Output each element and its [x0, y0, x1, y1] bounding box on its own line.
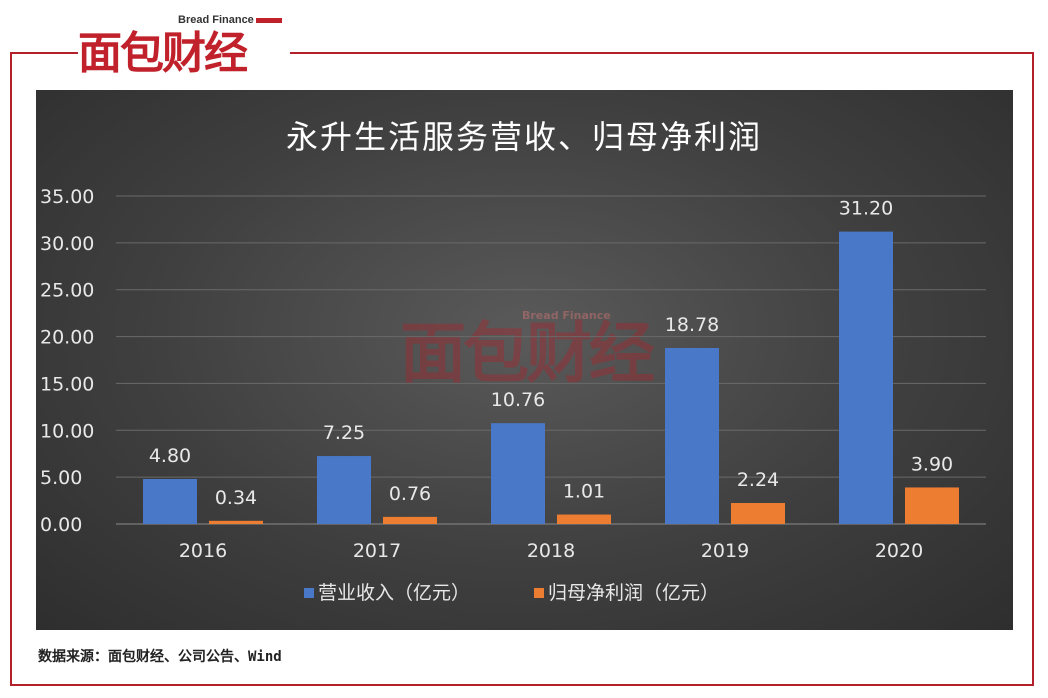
x-tick-label: 2020 — [875, 540, 923, 562]
net-profit-bar — [557, 514, 611, 524]
frame-left-line — [10, 52, 12, 686]
brand-bar — [256, 18, 282, 23]
revenue-value-label: 18.78 — [665, 314, 719, 336]
x-tick-label: 2017 — [353, 540, 401, 562]
revenue-value-label: 31.20 — [839, 198, 893, 220]
legend-swatch — [534, 588, 544, 598]
x-tick-label: 2019 — [701, 540, 749, 562]
net-profit-value-label: 3.90 — [911, 453, 953, 475]
legend-item-net-profit: 归母净利润（亿元） — [534, 582, 719, 604]
revenue-value-label: 10.76 — [491, 389, 545, 411]
y-tick-label: 35.00 — [40, 186, 94, 208]
net-profit-bar — [905, 487, 959, 524]
frame-bottom-line — [10, 684, 1034, 686]
y-tick-label: 0.00 — [40, 514, 82, 536]
revenue-bar — [491, 423, 545, 524]
net-profit-value-label: 0.76 — [389, 483, 431, 505]
revenue-value-label: 4.80 — [149, 445, 191, 467]
legend-swatch — [304, 588, 314, 598]
y-tick-label: 25.00 — [40, 280, 94, 302]
y-tick-label: 20.00 — [40, 327, 94, 349]
x-axis-ticks: 2016 2017 2018 2019 2020 — [179, 540, 923, 562]
x-tick-label: 2018 — [527, 540, 575, 562]
revenue-bar — [317, 456, 371, 524]
net-profit-value-label: 2.24 — [737, 469, 779, 491]
revenue-bar — [665, 348, 719, 524]
brand-chinese: 面包财经 — [78, 28, 248, 79]
watermark-chinese: 面包财经 — [400, 315, 655, 392]
watermark-english: Bread Finance — [522, 309, 611, 322]
net-profit-value-label: 0.34 — [215, 487, 257, 509]
net-profit-bar — [731, 503, 785, 524]
net-profit-bar — [383, 516, 437, 524]
legend-label: 营业收入（亿元） — [318, 582, 470, 604]
frame-right-line — [1032, 52, 1034, 686]
y-tick-label: 15.00 — [40, 373, 94, 395]
bars — [143, 231, 959, 524]
chart-panel: Bread Finance 面包财经 永升生活服务营收、归母净利润 0.00 5.… — [36, 90, 1013, 630]
brand-english: Bread Finance — [178, 14, 254, 26]
brand-logo: Bread Finance 面包财经 — [78, 14, 288, 84]
frame-top-left-line — [10, 52, 78, 54]
data-labels: 4.80 0.34 7.25 0.76 10.76 1.01 18.78 2.24 31.20 3… — [149, 198, 953, 509]
watermark: Bread Finance 面包财经 — [400, 309, 658, 392]
y-tick-label: 30.00 — [40, 233, 94, 255]
revenue-bar — [839, 231, 893, 524]
legend: 营业收入（亿元） 归母净利润（亿元） — [304, 582, 719, 604]
revenue-bar — [143, 479, 197, 524]
legend-item-revenue: 营业收入（亿元） — [304, 582, 470, 604]
frame-top-right-line — [290, 52, 1034, 54]
source-note: 数据来源：面包财经、公司公告、Wind — [38, 649, 282, 665]
net-profit-value-label: 1.01 — [563, 481, 605, 503]
y-tick-label: 5.00 — [40, 467, 82, 489]
y-tick-label: 10.00 — [40, 420, 94, 442]
revenue-value-label: 7.25 — [323, 422, 365, 444]
bar-chart: Bread Finance 面包财经 永升生活服务营收、归母净利润 0.00 5.… — [40, 118, 986, 604]
legend-label: 归母净利润（亿元） — [548, 582, 719, 604]
chart-title: 永升生活服务营收、归母净利润 — [286, 118, 762, 156]
y-axis-ticks: 0.00 5.00 10.00 15.00 20.00 25.00 30.00 35.00 — [40, 186, 94, 536]
x-tick-label: 2016 — [179, 540, 227, 562]
net-profit-bar — [209, 520, 263, 524]
